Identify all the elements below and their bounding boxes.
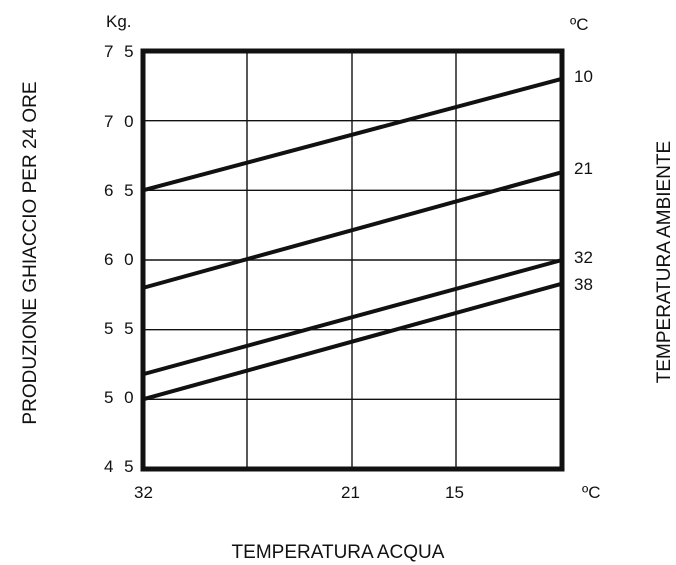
series-line-32 — [142, 258, 563, 377]
plot-frame — [140, 48, 565, 472]
y-tick-label: 5 5 — [104, 319, 137, 338]
series-label: 21 — [574, 159, 593, 178]
x-tick-label: 15 — [445, 483, 464, 502]
y-tick-label: 7 0 — [104, 112, 137, 131]
y-tick-label: 6 0 — [104, 250, 137, 269]
y-tick-label: 4 5 — [104, 457, 137, 476]
y-axis-title: PRODUZIONE GHIACCIO PER 24 ORE — [20, 81, 41, 424]
right-unit-label: ºC — [570, 15, 589, 34]
series-line-21 — [142, 170, 563, 290]
y-unit-label: Kg. — [106, 12, 132, 31]
series-lines — [142, 76, 563, 402]
x-unit-label: ºC — [582, 483, 601, 502]
y-tick-label: 5 0 — [104, 388, 137, 407]
x-tick-label: 21 — [341, 483, 360, 502]
x-axis-title: TEMPERATURA ACQUA — [232, 542, 445, 563]
right-axis-title: TEMPERATURA AMBIENTE — [654, 141, 675, 383]
grid-lines — [143, 51, 562, 469]
series-label: 38 — [574, 275, 593, 294]
x-tick-label: 32 — [134, 483, 153, 502]
y-tick-label: 6 5 — [104, 181, 137, 200]
series-label: 10 — [574, 67, 593, 86]
series-label: 32 — [574, 248, 593, 267]
series-line-38 — [142, 281, 563, 402]
y-tick-label: 7 5 — [104, 42, 137, 61]
series-line-10 — [142, 76, 563, 193]
